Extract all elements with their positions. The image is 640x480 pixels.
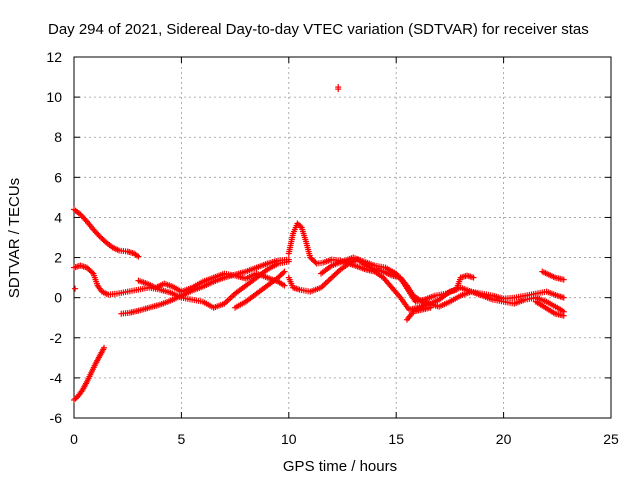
data-point [312, 259, 319, 266]
x-tick-label: 25 [603, 431, 619, 447]
y-tick-label: -2 [50, 330, 63, 346]
data-point [560, 312, 567, 319]
data-point [470, 274, 477, 281]
axis-ticks: 0 5 10 15 20 25 -6 -4 -2 0 2 4 6 8 10 12 [46, 49, 619, 447]
y-axis-label: SDTVAR / TECUs [6, 178, 23, 298]
grid [74, 57, 611, 418]
data-point [281, 268, 288, 275]
y-tick-label: 10 [46, 89, 62, 105]
y-tick-label: 0 [54, 290, 62, 306]
x-tick-label: 10 [281, 431, 297, 447]
x-tick-label: 0 [70, 431, 78, 447]
data-point [560, 294, 567, 301]
x-tick-label: 15 [388, 431, 404, 447]
chart-title: Day 294 of 2021, Sidereal Day-to-day VTE… [48, 21, 589, 38]
data-point [89, 269, 96, 276]
y-tick-label: 2 [54, 250, 62, 266]
y-tick-label: 4 [54, 209, 62, 225]
y-tick-label: -4 [50, 370, 63, 386]
x-tick-label: 5 [178, 431, 186, 447]
data-point [281, 282, 288, 289]
data-point [335, 86, 342, 93]
data-point [560, 276, 567, 283]
data-point [101, 344, 108, 351]
data-point [280, 269, 287, 276]
data-markers [71, 84, 567, 403]
y-tick-label: 8 [54, 129, 62, 145]
x-axis-label: GPS time / hours [283, 458, 397, 475]
x-tick-label: 20 [496, 431, 512, 447]
y-tick-label: -6 [50, 410, 63, 426]
data-point [285, 256, 292, 263]
data-point [72, 285, 79, 292]
data-point [427, 304, 434, 311]
y-tick-label: 12 [46, 49, 62, 65]
y-tick-label: 6 [54, 169, 62, 185]
plot-frame [73, 56, 612, 419]
data-point [135, 253, 142, 260]
